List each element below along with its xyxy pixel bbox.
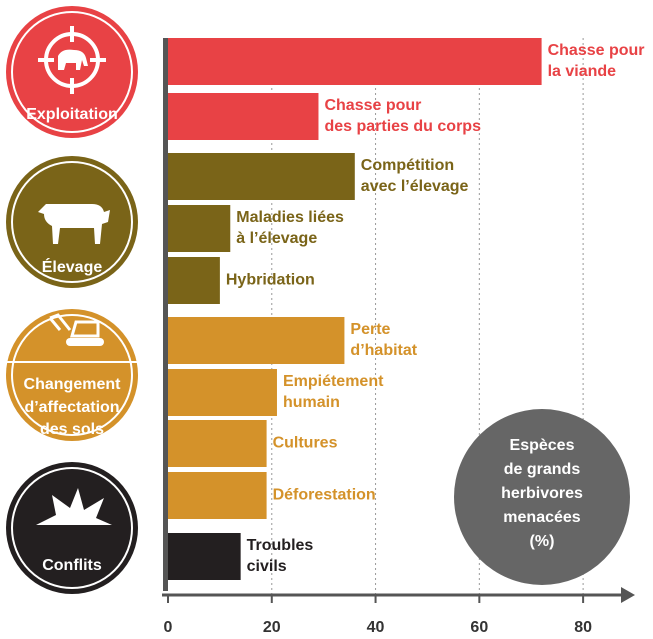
- bar-label: la viande: [548, 63, 617, 80]
- icon: [66, 338, 104, 346]
- x-tick-label: 20: [263, 619, 281, 636]
- bar-label: Compétition: [361, 157, 454, 174]
- y-axis: [163, 38, 168, 591]
- group-label: des sols: [40, 421, 104, 438]
- group-label: Exploitation: [26, 106, 118, 123]
- bar: [168, 153, 355, 200]
- annotation: (%): [530, 533, 555, 550]
- group-ring: [11, 314, 133, 436]
- group-circle: [6, 309, 138, 441]
- bar-label: Chasse pour: [324, 97, 421, 114]
- bar-label: des parties du corps: [324, 118, 481, 135]
- icon: [58, 49, 88, 70]
- annotation: Espèces: [510, 437, 575, 454]
- bar-label: Déforestation: [273, 487, 376, 504]
- group-label: Changement: [24, 376, 122, 393]
- icon: [38, 204, 110, 244]
- bar-label: avec l’élevage: [361, 178, 469, 195]
- annotation-circle: [454, 409, 630, 585]
- bar-label: Maladies liées: [236, 209, 344, 226]
- group-label: Élevage: [42, 257, 103, 276]
- group-ring: [11, 467, 133, 589]
- bar-label: Troubles: [247, 537, 314, 554]
- bar: [168, 369, 277, 416]
- x-tick-label: 60: [470, 619, 488, 636]
- bar-label: Empiétement: [283, 373, 384, 390]
- annotation: de grands: [504, 461, 581, 478]
- x-tick-label: 40: [367, 619, 385, 636]
- bar-label: civils: [247, 558, 287, 575]
- bar: [168, 38, 542, 85]
- bar: [168, 257, 220, 304]
- group-circle: [6, 6, 138, 138]
- group-ring: [11, 161, 133, 283]
- bar: [168, 533, 241, 580]
- bar-label: Hybridation: [226, 272, 315, 289]
- group-label: Conflits: [42, 557, 102, 574]
- group-ring: [11, 11, 133, 133]
- annotation: herbivores: [501, 485, 583, 502]
- bar-label: Cultures: [273, 435, 338, 452]
- axis-arrow: [621, 587, 635, 603]
- bar-label: Chasse pour: [548, 42, 645, 59]
- group-label: d’affectation: [24, 399, 119, 416]
- bar: [168, 317, 345, 364]
- icon: [48, 313, 100, 338]
- bar-label: à l’élevage: [236, 230, 317, 247]
- bar: [168, 472, 267, 519]
- group-circle: [6, 462, 138, 594]
- bar-label: Perte: [350, 321, 390, 338]
- x-tick-label: 80: [574, 619, 592, 636]
- bar: [168, 205, 231, 252]
- bar-label: d’habitat: [350, 342, 417, 359]
- icon: [36, 488, 112, 525]
- icon: [38, 26, 106, 94]
- annotation: menacées: [503, 509, 580, 526]
- bar: [168, 93, 319, 140]
- x-tick-label: 0: [164, 619, 173, 636]
- bar-label: humain: [283, 394, 340, 411]
- bar: [168, 420, 267, 467]
